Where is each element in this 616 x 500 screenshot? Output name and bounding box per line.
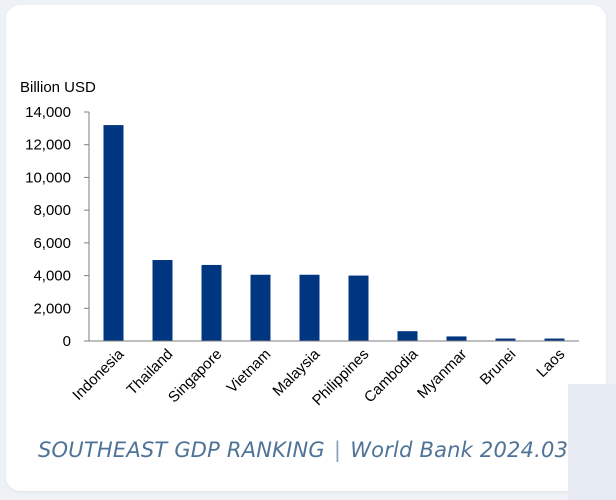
bar-cambodia (397, 331, 418, 341)
x-tick-label: Indonesia (69, 345, 127, 403)
caption-separator: | (333, 438, 342, 462)
bar-brunei (495, 338, 516, 341)
y-tick-label: 0 (63, 333, 71, 350)
x-tick-label: Vietnam (224, 346, 275, 397)
x-tick-label: Myanmar (414, 346, 470, 402)
bar-singapore (201, 264, 222, 341)
x-axis: IndonesiaThailandSingaporeVietnamMalaysi… (69, 340, 579, 409)
bar-laos (544, 338, 565, 341)
chart-caption: SOUTHEAST GDP RANKING | World Bank 2024.03 (38, 438, 568, 462)
x-tick-label: Laos (533, 346, 568, 381)
bar-thailand (152, 260, 173, 341)
bar-vietnam (250, 274, 271, 341)
y-tick-label: 8,000 (33, 202, 71, 219)
bar-indonesia (103, 125, 124, 341)
x-tick-label: Singapore (165, 346, 225, 406)
bar-malaysia (299, 274, 320, 341)
y-tick-label: 14,000 (25, 104, 71, 121)
y-tick-label: 12,000 (25, 137, 71, 154)
caption-source: World Bank 2024.03 (350, 438, 569, 462)
y-tick-label: 2,000 (33, 300, 71, 317)
caption-title: SOUTHEAST GDP RANKING (38, 438, 325, 462)
y-axis-label: Billion USD (20, 79, 96, 96)
y-tick-label: 10,000 (25, 169, 71, 186)
y-axis: 0 2,000 4,000 6,000 8,000 10,000 12,000 14,000 (25, 104, 90, 350)
x-tick-label: Cambodia (361, 345, 422, 406)
y-tick-label: 6,000 (33, 235, 71, 252)
bar-series (103, 125, 565, 341)
y-tick-label: 4,000 (33, 268, 71, 285)
x-tick-label: Brunei (477, 346, 520, 389)
bar-myanmar (446, 336, 467, 341)
bar-philippines (348, 275, 369, 341)
background-panel (568, 384, 616, 500)
